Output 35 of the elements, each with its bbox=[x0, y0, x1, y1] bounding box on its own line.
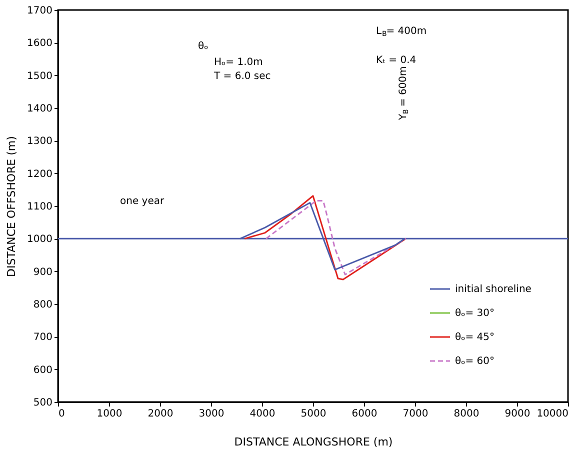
y-tick-label: 1300 bbox=[27, 136, 52, 148]
annotation: Hₒ= 1.0m bbox=[214, 57, 263, 68]
x-tick-label: 4000 bbox=[250, 408, 276, 420]
y-tick-label: 1700 bbox=[27, 6, 52, 16]
y-tick-label: 600 bbox=[33, 364, 52, 376]
x-tick-label: 3000 bbox=[198, 408, 224, 420]
annotation: θₒ bbox=[198, 41, 208, 52]
x-tick-label: 2000 bbox=[148, 408, 174, 420]
y-tick-label: 1600 bbox=[27, 38, 52, 50]
annotation: one year bbox=[120, 196, 165, 207]
x-axis-title: DISTANCE ALONGSHORE (m) bbox=[234, 436, 393, 448]
y-axis-title: DISTANCE OFFSHORE (m) bbox=[5, 136, 18, 277]
y-tick-label: 900 bbox=[33, 266, 52, 278]
y-tick-label: 1200 bbox=[27, 168, 52, 180]
x-tick-label: 10000 bbox=[536, 408, 568, 420]
legend-label: initial shoreline bbox=[455, 284, 532, 295]
y-tick-label: 700 bbox=[33, 332, 52, 344]
y-tick-label: 1500 bbox=[27, 70, 52, 82]
annotation: Kₜ = 0.4 bbox=[376, 55, 416, 66]
x-tick-label: 0 bbox=[58, 408, 65, 420]
x-tick-label: 9000 bbox=[504, 408, 530, 420]
y-tick-label: 500 bbox=[33, 398, 52, 408]
x-tick-label: 8000 bbox=[454, 408, 480, 420]
x-tick-label: 6000 bbox=[352, 408, 378, 420]
y-tick-label: 1000 bbox=[27, 234, 52, 246]
legend-label: θₒ= 45° bbox=[455, 332, 495, 343]
x-tick-label: 7000 bbox=[402, 408, 428, 420]
x-tick-label: 1000 bbox=[96, 408, 122, 420]
y-tick-label: 1400 bbox=[27, 104, 52, 114]
annotation: T = 6.0 sec bbox=[213, 71, 271, 82]
legend-label: θₒ= 30° bbox=[455, 308, 495, 319]
y-tick-label: 800 bbox=[33, 300, 52, 310]
y-tick-label: 1100 bbox=[27, 202, 52, 212]
legend-label: θₒ= 60° bbox=[455, 356, 495, 367]
x-tick-label: 5000 bbox=[300, 408, 326, 420]
